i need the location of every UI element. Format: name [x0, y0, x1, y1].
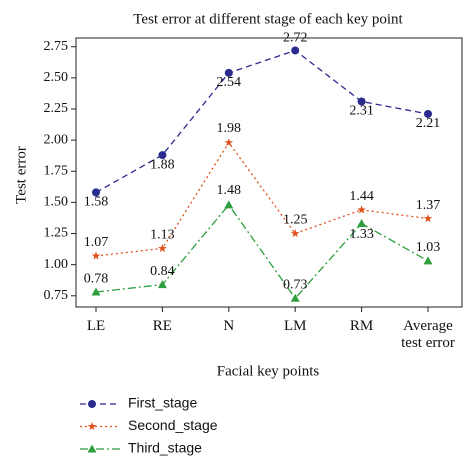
point — [423, 256, 433, 265]
chart-title: Test error at different stage of each ke… — [133, 11, 403, 27]
x-tick-label: RM — [349, 318, 374, 334]
legend-label: Third_stage — [128, 440, 202, 456]
plot-frame — [75, 37, 463, 308]
y-tick-label: 2.50 — [44, 70, 69, 85]
x-tick-label: LM — [283, 318, 307, 334]
data-label: 1.48 — [217, 183, 242, 198]
point — [290, 229, 300, 238]
data-label: 1.98 — [217, 121, 242, 136]
point — [87, 422, 97, 431]
data-label: 1.33 — [349, 227, 374, 242]
point — [157, 280, 167, 289]
data-label: 2.31 — [349, 104, 374, 119]
point — [357, 219, 367, 228]
y-tick-label: 1.25 — [44, 226, 69, 241]
point — [357, 97, 366, 106]
point — [290, 293, 300, 302]
series-line — [95, 203, 429, 300]
y-tick-label: 0.75 — [44, 288, 69, 303]
data-label: 1.58 — [84, 195, 109, 210]
data-label: 0.84 — [150, 264, 175, 279]
data-label: 1.44 — [349, 189, 374, 204]
point — [357, 205, 366, 214]
point — [87, 444, 97, 453]
point — [423, 214, 433, 223]
data-label: 2.21 — [416, 116, 441, 131]
point — [88, 400, 96, 408]
legend-label: Second_stage — [128, 417, 218, 433]
y-tick-label: 1.00 — [44, 257, 69, 272]
point — [224, 138, 234, 147]
y-tick-label: 2.75 — [44, 39, 69, 54]
x-tick-label: Average test error — [401, 318, 455, 351]
point — [291, 46, 300, 55]
point — [224, 68, 233, 77]
x-axis-label: Facial key points — [217, 363, 320, 379]
point — [224, 200, 234, 209]
data-label: 2.72 — [283, 31, 308, 46]
data-label: 1.13 — [150, 228, 175, 243]
point — [91, 287, 101, 296]
data-label: 1.25 — [283, 213, 308, 228]
data-label: 2.54 — [217, 75, 242, 90]
x-tick-label: N — [223, 318, 235, 334]
point — [158, 151, 167, 160]
y-tick-label: 1.75 — [44, 163, 69, 178]
point — [424, 109, 432, 118]
data-label: 1.88 — [150, 157, 175, 172]
y-tick-label: 1.50 — [44, 195, 69, 210]
y-tick-label: 2.25 — [44, 101, 69, 116]
y-axis-label: Test error — [13, 146, 29, 204]
x-tick-label: LE — [86, 318, 106, 334]
point — [92, 188, 100, 197]
data-label: 1.03 — [416, 240, 441, 255]
point — [91, 251, 101, 260]
data-label: 0.78 — [84, 271, 109, 286]
point — [158, 244, 167, 253]
legend-label: First_stage — [128, 395, 197, 411]
series-line — [95, 49, 429, 193]
series-line — [95, 141, 429, 257]
y-tick-label: 2.00 — [44, 132, 69, 147]
data-label: 0.73 — [283, 278, 308, 293]
data-label: 1.07 — [84, 235, 109, 250]
x-tick-label: RE — [152, 318, 172, 334]
data-label: 1.37 — [416, 198, 441, 213]
